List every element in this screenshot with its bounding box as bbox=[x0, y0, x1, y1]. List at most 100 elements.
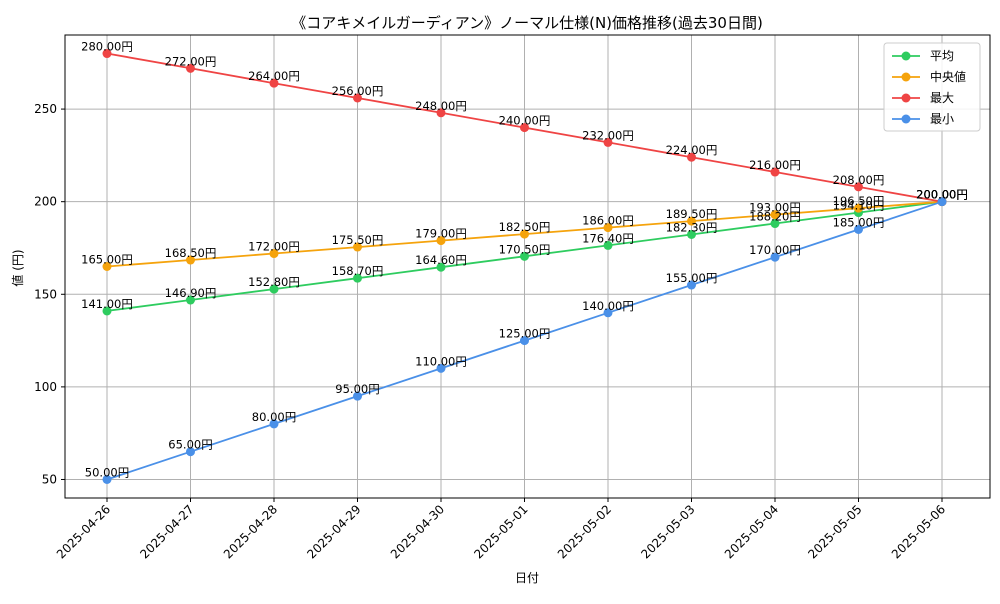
data-point bbox=[186, 255, 195, 265]
data-label: 200.00円 bbox=[916, 188, 968, 202]
data-point bbox=[186, 447, 195, 457]
data-point bbox=[687, 152, 696, 162]
data-point bbox=[436, 108, 446, 118]
data-label: 158.70円 bbox=[332, 264, 384, 278]
data-label: 179.00円 bbox=[415, 227, 467, 241]
data-label: 224.00円 bbox=[666, 143, 718, 157]
x-tick-label: 2025-04-27 bbox=[137, 502, 196, 561]
data-point bbox=[353, 273, 362, 283]
data-point bbox=[186, 295, 195, 305]
x-tick-label: 2025-04-28 bbox=[221, 502, 280, 561]
data-point bbox=[687, 229, 696, 239]
chart-title: 《コアキメイルガーディアン》ノーマル仕様(N)価格推移(過去30日間) bbox=[291, 14, 763, 32]
data-point bbox=[353, 391, 362, 401]
data-label: 170.50円 bbox=[499, 242, 551, 256]
y-axis: 50 100 150 200 250 bbox=[34, 102, 65, 486]
data-point bbox=[603, 240, 613, 250]
data-point bbox=[687, 216, 696, 226]
data-label: 155.00円 bbox=[666, 271, 718, 285]
data-point bbox=[854, 203, 863, 213]
data-point bbox=[770, 210, 780, 220]
data-point bbox=[603, 223, 613, 233]
data-label: 188.20円 bbox=[749, 210, 801, 224]
data-point bbox=[854, 224, 863, 234]
data-label: 172.00円 bbox=[248, 240, 300, 254]
x-tick-label: 2025-05-03 bbox=[638, 502, 697, 561]
x-tick-label: 2025-04-29 bbox=[304, 502, 363, 561]
data-label: 200.00円 bbox=[916, 188, 968, 202]
data-label: 65.00円 bbox=[168, 438, 212, 452]
y-tick-label: 50 bbox=[42, 472, 57, 486]
legend-item: 最大 bbox=[892, 91, 954, 105]
data-label: 140.00円 bbox=[582, 299, 634, 313]
data-point bbox=[102, 306, 112, 316]
x-tick-label: 2025-05-05 bbox=[805, 502, 864, 561]
data-label: 50.00円 bbox=[85, 465, 129, 479]
data-label: 168.50円 bbox=[165, 246, 217, 260]
data-point bbox=[353, 93, 362, 103]
data-point bbox=[353, 242, 362, 252]
x-tick-label: 2025-05-06 bbox=[889, 502, 948, 561]
data-point bbox=[770, 219, 780, 229]
data-point bbox=[269, 419, 279, 429]
grid bbox=[65, 35, 990, 498]
legend-item: 平均 bbox=[892, 49, 954, 63]
data-point bbox=[102, 262, 112, 271]
legend-item: 最小 bbox=[892, 112, 954, 126]
data-label: 256.00円 bbox=[332, 84, 384, 98]
x-axis-label: 日付 bbox=[515, 571, 539, 585]
data-point bbox=[520, 251, 529, 261]
data-label: 232.00円 bbox=[582, 128, 634, 142]
data-point bbox=[520, 123, 529, 133]
plot-area bbox=[64, 34, 991, 499]
data-labels: 141.00円 146.90円 152.80円 158.70円 164.60円 170.5… bbox=[81, 40, 968, 480]
series-group bbox=[102, 49, 947, 484]
data-point bbox=[603, 137, 613, 147]
data-label: 186.00円 bbox=[582, 214, 634, 228]
data-label: 196.50円 bbox=[833, 194, 885, 208]
data-label: 182.50円 bbox=[499, 220, 551, 234]
data-point bbox=[102, 49, 112, 59]
data-point bbox=[186, 63, 195, 73]
data-point bbox=[854, 182, 863, 192]
data-label: 185.00円 bbox=[833, 215, 885, 229]
y-tick-label: 200 bbox=[34, 195, 57, 209]
data-point bbox=[520, 229, 529, 239]
x-tick-label: 2025-04-26 bbox=[54, 502, 113, 561]
data-label: 216.00円 bbox=[749, 158, 801, 172]
data-label: 272.00円 bbox=[165, 54, 217, 68]
data-label: 95.00円 bbox=[335, 382, 379, 396]
legend-box bbox=[883, 42, 981, 132]
data-label: 125.00円 bbox=[499, 327, 551, 341]
legend-label: 最大 bbox=[930, 91, 954, 105]
data-label: 164.60円 bbox=[415, 253, 467, 267]
series-3 bbox=[102, 197, 947, 484]
data-label: 146.90円 bbox=[165, 286, 217, 300]
data-point bbox=[102, 474, 112, 484]
legend-marker bbox=[901, 114, 911, 124]
x-tick-label: 2025-05-04 bbox=[722, 502, 781, 561]
data-label: 248.00円 bbox=[415, 99, 467, 113]
data-point bbox=[603, 308, 613, 318]
data-label: 193.00円 bbox=[749, 201, 801, 215]
y-tick-label: 250 bbox=[34, 102, 57, 116]
legend-marker bbox=[901, 72, 911, 82]
data-label: 176.40円 bbox=[582, 231, 634, 245]
legend-label: 平均 bbox=[930, 49, 954, 63]
y-tick-label: 150 bbox=[34, 287, 57, 301]
x-tick-label: 2025-05-01 bbox=[471, 502, 530, 561]
data-point bbox=[687, 280, 696, 290]
data-label: 200.00円 bbox=[916, 188, 968, 202]
data-point bbox=[269, 78, 279, 88]
data-point bbox=[520, 336, 529, 346]
legend-marker bbox=[901, 93, 911, 103]
y-tick-label: 100 bbox=[34, 380, 57, 394]
data-label: 165.00円 bbox=[81, 253, 133, 267]
series-2 bbox=[102, 49, 947, 207]
data-label: 264.00円 bbox=[248, 69, 300, 83]
data-label: 280.00円 bbox=[81, 40, 133, 54]
data-label: 110.00円 bbox=[415, 354, 467, 368]
legend-item: 中央値 bbox=[892, 69, 966, 84]
